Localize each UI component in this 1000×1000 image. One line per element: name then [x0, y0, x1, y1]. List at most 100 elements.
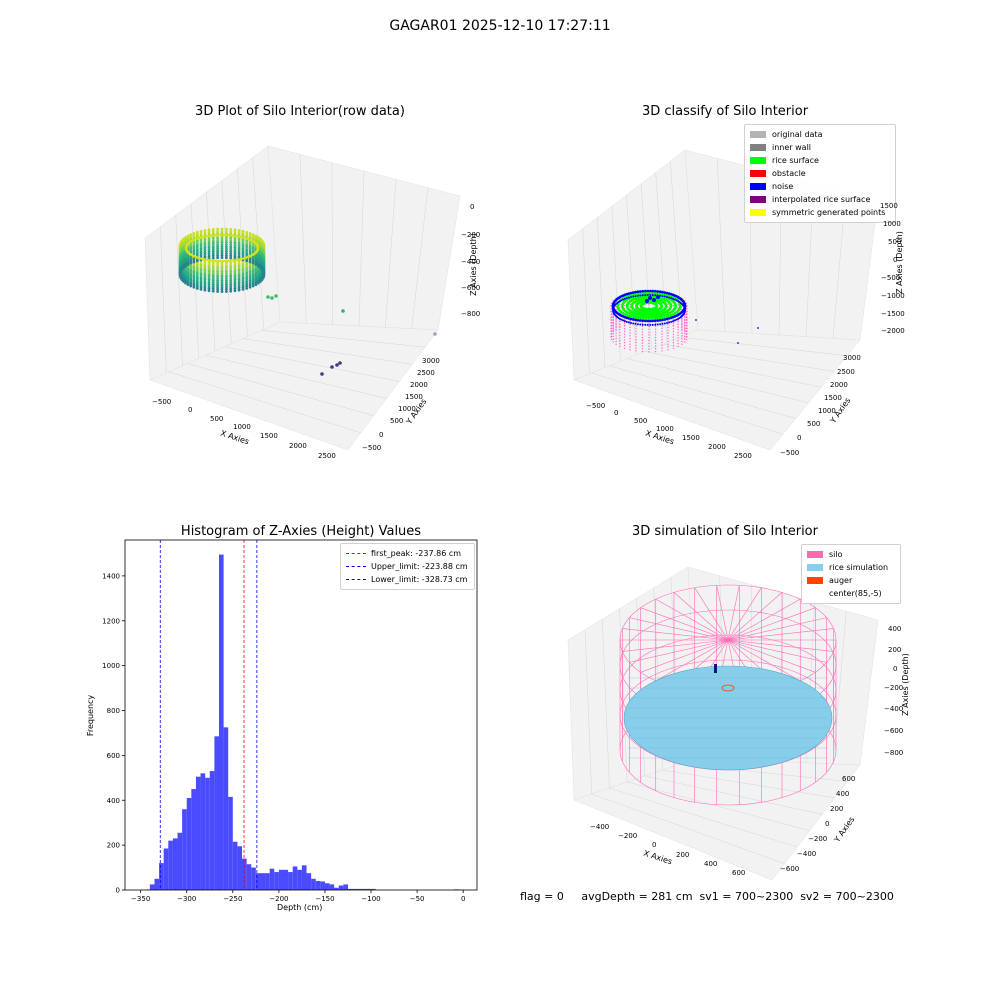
silo-point — [623, 330, 626, 333]
point — [229, 289, 233, 293]
rice-surface-point — [663, 293, 666, 296]
plot4-ztick: 400 — [888, 625, 902, 633]
silo-point — [641, 331, 644, 333]
silo-point — [685, 313, 688, 316]
point — [207, 262, 211, 266]
point — [229, 254, 233, 258]
point — [216, 249, 220, 253]
point — [224, 245, 228, 249]
silo-point — [641, 334, 644, 336]
silo-point — [661, 341, 663, 344]
silo-point — [635, 330, 637, 332]
noise-point — [629, 291, 633, 295]
silo-point — [681, 340, 683, 343]
legend-swatch — [750, 170, 766, 177]
point — [237, 242, 241, 246]
noise-point — [649, 294, 652, 297]
histogram-bar — [168, 840, 173, 890]
silo-point — [619, 326, 621, 328]
noise-point — [646, 319, 650, 323]
silo-point — [635, 324, 637, 327]
point — [207, 265, 211, 268]
point — [254, 274, 258, 278]
point — [254, 276, 258, 280]
point — [195, 239, 199, 243]
grid-line — [601, 619, 610, 789]
point — [241, 263, 245, 267]
point — [254, 236, 258, 240]
point — [256, 240, 260, 244]
plot3-legend: first_peak: -237.86 cm Upper_limit: -223… — [340, 543, 475, 590]
point — [216, 256, 220, 260]
silo-point — [648, 323, 650, 325]
point — [203, 288, 207, 292]
point — [220, 236, 224, 240]
grid-line — [582, 228, 590, 374]
point — [211, 285, 215, 289]
point — [245, 282, 249, 286]
silo-point — [681, 326, 683, 329]
point — [233, 248, 237, 252]
point — [224, 263, 228, 267]
point — [211, 256, 215, 260]
silo-point — [615, 321, 617, 323]
point — [216, 254, 220, 257]
noise-point — [625, 292, 629, 296]
point — [211, 236, 215, 240]
silo-point — [654, 342, 657, 344]
noise-point — [667, 292, 671, 295]
point — [220, 240, 224, 244]
noise-point — [683, 303, 687, 307]
silo-point — [623, 324, 626, 327]
silo-point — [610, 327, 613, 330]
silo-point — [615, 325, 617, 328]
point — [256, 253, 260, 257]
grid-line — [596, 217, 606, 368]
silo-point — [610, 330, 613, 333]
plot2-ytick: 1000 — [818, 407, 836, 415]
silo-point — [641, 350, 644, 353]
noise-point — [658, 290, 662, 294]
point — [229, 230, 233, 233]
point — [248, 251, 252, 255]
point — [236, 235, 240, 238]
point — [241, 243, 245, 246]
silo-wire — [727, 587, 762, 641]
point — [220, 238, 224, 242]
point — [184, 253, 188, 257]
point — [199, 243, 203, 246]
point — [237, 279, 241, 283]
silo-wire — [629, 639, 729, 663]
point — [258, 280, 262, 283]
plot4-ztick: −200 — [884, 684, 904, 692]
point — [184, 260, 188, 264]
point — [241, 261, 245, 265]
point — [195, 246, 199, 250]
point — [202, 257, 206, 261]
silo-point — [681, 320, 683, 322]
noise-point — [634, 290, 637, 294]
silo-point — [667, 335, 669, 337]
point — [233, 271, 237, 275]
rice-surface-point — [650, 315, 653, 319]
point — [256, 260, 260, 264]
noise-point — [661, 295, 664, 298]
silo-point — [667, 343, 669, 345]
point — [207, 237, 211, 241]
point — [211, 243, 215, 247]
noise-point — [627, 321, 630, 324]
rice-surface-point — [647, 315, 651, 319]
silo-point — [681, 328, 683, 330]
point — [186, 258, 190, 262]
legend-swatch — [750, 144, 766, 151]
grid-line — [206, 191, 216, 352]
point — [189, 275, 193, 279]
point — [262, 271, 266, 275]
point — [245, 262, 249, 266]
rice-surface-point — [653, 313, 656, 317]
point — [220, 268, 224, 271]
point — [248, 260, 252, 264]
silo-point — [654, 336, 657, 339]
silo-wire — [727, 598, 801, 641]
histogram-bar — [269, 868, 275, 890]
